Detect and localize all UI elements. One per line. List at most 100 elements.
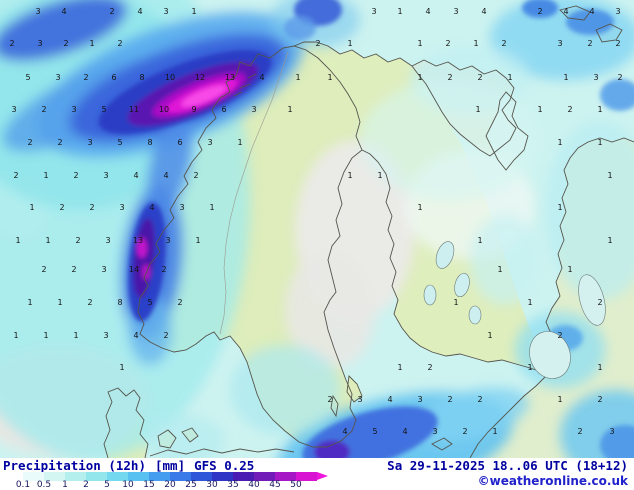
precip-value-label: 1 <box>563 73 568 82</box>
precip-value-label: 5 <box>117 138 122 147</box>
precip-value-label: 1 <box>89 39 94 48</box>
precip-value-label: 1 <box>209 203 214 212</box>
precip-value-label: 1 <box>507 73 512 82</box>
precip-value-label: 1 <box>607 236 612 245</box>
precip-value-label: 3 <box>251 105 256 114</box>
scale-tick-label: 30 <box>206 480 218 490</box>
precip-value-label: 1 <box>397 363 402 372</box>
scale-segment <box>191 472 212 481</box>
precip-value-label: 5 <box>372 427 377 436</box>
lakes <box>423 241 606 379</box>
precip-value-label: 3 <box>163 7 168 16</box>
scale-tick-label: 1 <box>62 480 68 490</box>
precip-value-label: 5 <box>101 105 106 114</box>
precip-value-label: 2 <box>501 39 506 48</box>
precip-value-label: 2 <box>557 331 562 340</box>
scale-arrow-icon <box>317 472 328 480</box>
precip-value-label: 2 <box>447 73 452 82</box>
precip-value-label: 1 <box>527 363 532 372</box>
precip-value-label: 2 <box>109 7 114 16</box>
precip-value-label: 4 <box>163 171 168 180</box>
scale-segment <box>86 472 107 481</box>
legend-title-text: Precipitation (12h) <box>3 458 146 473</box>
precip-value-label: 1 <box>417 39 422 48</box>
precip-value-label: 2 <box>73 171 78 180</box>
precip-value-label: 5 <box>25 73 30 82</box>
legend-unit: [mm] <box>155 458 186 473</box>
precip-value-label: 2 <box>617 73 622 82</box>
precip-value-label: 10 <box>159 105 169 114</box>
precip-value-label: 1 <box>43 331 48 340</box>
scale-tick-label: 45 <box>269 480 281 490</box>
precip-value-label: 9 <box>191 105 196 114</box>
scale-tick-label: 25 <box>185 480 197 490</box>
precip-value-label: 3 <box>103 171 108 180</box>
precip-value-label: 10 <box>165 73 175 82</box>
precip-value-label: 1 <box>597 363 602 372</box>
scale-tick-label: 10 <box>122 480 134 490</box>
precip-value-label: 2 <box>315 39 320 48</box>
precip-value-label: 2 <box>57 138 62 147</box>
precip-value-label: 1 <box>57 298 62 307</box>
precip-value-label: 1 <box>237 138 242 147</box>
precip-value-label: 2 <box>615 39 620 48</box>
precip-value-label: 3 <box>37 39 42 48</box>
precip-value-label: 2 <box>427 363 432 372</box>
scale-tick-labels: 0.1 0.5 1 2 5 10 15 20 25 30 35 40 45 50 <box>2 480 342 490</box>
precip-value-label: 3 <box>103 331 108 340</box>
precip-value-label: 3 <box>11 105 16 114</box>
precip-value-label: 4 <box>133 331 138 340</box>
precip-value-label: 1 <box>527 298 532 307</box>
precip-value-label: 1 <box>597 105 602 114</box>
country-borders <box>219 51 289 335</box>
precip-value-label: 1 <box>473 39 478 48</box>
precip-value-label: 4 <box>481 7 486 16</box>
precip-value-label: 1 <box>347 39 352 48</box>
precip-value-label: 3 <box>105 236 110 245</box>
precip-value-label: 1 <box>29 203 34 212</box>
precip-value-label: 8 <box>147 138 152 147</box>
precip-value-label: 1 <box>13 331 18 340</box>
scale-tick-label: 0.1 <box>15 480 31 490</box>
precip-value-label: 3 <box>87 138 92 147</box>
precip-value-label: 4 <box>342 427 347 436</box>
precip-value-label: 1 <box>537 105 542 114</box>
precip-value-label: 2 <box>477 395 482 404</box>
precip-value-label: 2 <box>587 39 592 48</box>
precip-value-label: 1 <box>487 331 492 340</box>
scale-tick-label: 15 <box>143 480 155 490</box>
precip-value-label: 2 <box>75 236 80 245</box>
precip-value-label: 2 <box>537 7 542 16</box>
precip-value-label: 1 <box>557 138 562 147</box>
scale-segment <box>170 472 191 481</box>
precip-value-label: 2 <box>597 395 602 404</box>
scale-tick-label: 2 <box>83 480 89 490</box>
precip-value-label: 1 <box>497 265 502 274</box>
precip-value-label: 6 <box>111 73 116 82</box>
precip-value-label: 8 <box>117 298 122 307</box>
scale-tick-label: 5 <box>104 480 110 490</box>
scale-segment <box>212 472 233 481</box>
precip-value-label: 3 <box>615 7 620 16</box>
precip-value-label: 2 <box>597 298 602 307</box>
precip-value-label: 4 <box>149 203 154 212</box>
precip-value-label: 2 <box>41 105 46 114</box>
precip-value-label: 2 <box>327 395 332 404</box>
precip-value-label: 2 <box>445 39 450 48</box>
precip-value-label: 2 <box>161 265 166 274</box>
precip-value-label: 4 <box>563 7 568 16</box>
precip-value-label: 4 <box>425 7 430 16</box>
precip-value-label: 2 <box>9 39 14 48</box>
scale-segment <box>65 472 86 481</box>
scale-segment <box>254 472 275 481</box>
precip-value-label: 4 <box>589 7 594 16</box>
copyright-link[interactable]: ©weatheronline.co.uk <box>477 474 628 488</box>
precip-value-label: 2 <box>477 73 482 82</box>
scale-tick-label: 0.5 <box>36 480 52 490</box>
precip-value-label: 3 <box>101 265 106 274</box>
precip-value-label: 1 <box>347 171 352 180</box>
precip-value-label: 13 <box>133 236 143 245</box>
color-scale <box>2 472 328 481</box>
precip-value-label: 2 <box>83 73 88 82</box>
